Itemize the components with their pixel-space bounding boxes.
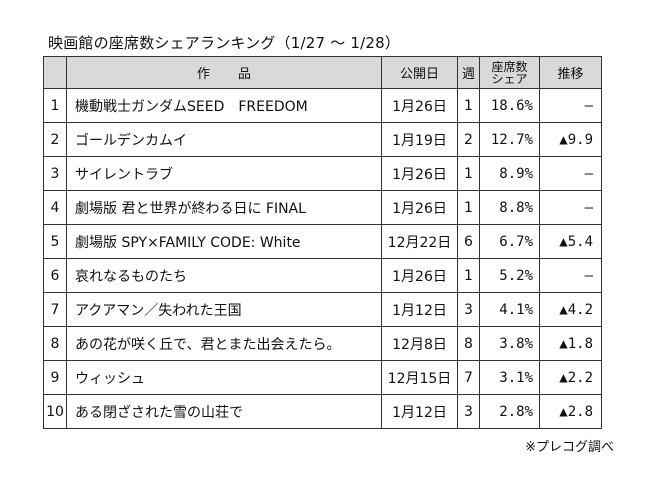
share-cell: 6.7% bbox=[479, 224, 540, 259]
trend-cell: ▲4.2 bbox=[539, 292, 602, 327]
weeks-cell: 1 bbox=[457, 156, 480, 191]
trend-cell: ▲9.9 bbox=[539, 122, 602, 157]
table-row: 5 劇場版 SPY×FAMILY CODE: White 12月22日 6 6.… bbox=[43, 224, 602, 259]
trend-cell: ▲2.2 bbox=[539, 360, 602, 395]
release-cell: 12月8日 bbox=[381, 326, 458, 361]
header-share-line1: 座席数 bbox=[491, 59, 528, 74]
trend-cell: ▲5.4 bbox=[539, 224, 602, 259]
table-row: 10 ある閉ざされた雪の山荘で 1月12日 3 2.8% ▲2.8 bbox=[43, 394, 602, 429]
title-cell: 哀れなるものたち bbox=[66, 258, 382, 293]
rank-cell: 1 bbox=[43, 88, 67, 123]
table-row: 2 ゴールデンカムイ 1月19日 2 12.7% ▲9.9 bbox=[43, 122, 602, 157]
release-cell: 1月26日 bbox=[381, 190, 458, 225]
header-rank bbox=[43, 56, 67, 89]
share-cell: 8.8% bbox=[479, 190, 540, 225]
title-cell: あの花が咲く丘で、君とまた出会えたら。 bbox=[66, 326, 382, 361]
ranking-table: 作品 公開日 週 座席数 シェア 推移 1 機動戦士ガンダムSEED FREED… bbox=[43, 56, 602, 429]
table-row: 3 サイレントラブ 1月26日 1 8.9% — bbox=[43, 156, 602, 191]
title-cell: アクアマン／失われた王国 bbox=[66, 292, 382, 327]
trend-cell: — bbox=[539, 190, 602, 225]
weeks-cell: 7 bbox=[457, 360, 480, 395]
title-cell: 劇場版 SPY×FAMILY CODE: White bbox=[66, 224, 382, 259]
trend-cell: — bbox=[539, 156, 602, 191]
share-cell: 12.7% bbox=[479, 122, 540, 157]
release-cell: 1月26日 bbox=[381, 88, 458, 123]
table-row: 1 機動戦士ガンダムSEED FREEDOM 1月26日 1 18.6% — bbox=[43, 88, 602, 123]
source-note: ※プレコグ調べ bbox=[525, 440, 614, 455]
rank-cell: 6 bbox=[43, 258, 67, 293]
header-trend: 推移 bbox=[539, 56, 602, 89]
release-cell: 1月12日 bbox=[381, 394, 458, 429]
weeks-cell: 6 bbox=[457, 224, 480, 259]
table-row: 9 ウィッシュ 12月15日 7 3.1% ▲2.2 bbox=[43, 360, 602, 395]
table-title: 映画館の座席数シェアランキング（1/27 ～ 1/28） bbox=[48, 34, 401, 52]
share-cell: 3.1% bbox=[479, 360, 540, 395]
release-cell: 12月22日 bbox=[381, 224, 458, 259]
trend-cell: — bbox=[539, 258, 602, 293]
rank-cell: 4 bbox=[43, 190, 67, 225]
trend-cell: — bbox=[539, 88, 602, 123]
trend-cell: ▲1.8 bbox=[539, 326, 602, 361]
rank-cell: 5 bbox=[43, 224, 67, 259]
share-cell: 18.6% bbox=[479, 88, 540, 123]
rank-cell: 2 bbox=[43, 122, 67, 157]
release-cell: 12月15日 bbox=[381, 360, 458, 395]
header-title: 作品 bbox=[66, 56, 382, 89]
header-release: 公開日 bbox=[381, 56, 458, 89]
weeks-cell: 3 bbox=[457, 394, 480, 429]
title-cell: ある閉ざされた雪の山荘で bbox=[66, 394, 382, 429]
rank-cell: 9 bbox=[43, 360, 67, 395]
release-cell: 1月26日 bbox=[381, 258, 458, 293]
share-cell: 5.2% bbox=[479, 258, 540, 293]
rank-cell: 7 bbox=[43, 292, 67, 327]
header-share-line2: シェア bbox=[491, 71, 528, 86]
title-cell: サイレントラブ bbox=[66, 156, 382, 191]
release-cell: 1月19日 bbox=[381, 122, 458, 157]
trend-cell: ▲2.8 bbox=[539, 394, 602, 429]
weeks-cell: 1 bbox=[457, 258, 480, 293]
header-share: 座席数 シェア bbox=[479, 56, 540, 89]
weeks-cell: 1 bbox=[457, 88, 480, 123]
share-cell: 8.9% bbox=[479, 156, 540, 191]
share-cell: 2.8% bbox=[479, 394, 540, 429]
table-row: 8 あの花が咲く丘で、君とまた出会えたら。 12月8日 8 3.8% ▲1.8 bbox=[43, 326, 602, 361]
table-row: 7 アクアマン／失われた王国 1月12日 3 4.1% ▲4.2 bbox=[43, 292, 602, 327]
title-cell: ウィッシュ bbox=[66, 360, 382, 395]
weeks-cell: 8 bbox=[457, 326, 480, 361]
table-row: 6 哀れなるものたち 1月26日 1 5.2% — bbox=[43, 258, 602, 293]
title-cell: 機動戦士ガンダムSEED FREEDOM bbox=[66, 88, 382, 123]
table-row: 4 劇場版 君と世界が終わる日に FINAL 1月26日 1 8.8% — bbox=[43, 190, 602, 225]
header-row: 作品 公開日 週 座席数 シェア 推移 bbox=[43, 56, 602, 89]
release-cell: 1月12日 bbox=[381, 292, 458, 327]
title-cell: ゴールデンカムイ bbox=[66, 122, 382, 157]
release-cell: 1月26日 bbox=[381, 156, 458, 191]
weeks-cell: 3 bbox=[457, 292, 480, 327]
share-cell: 4.1% bbox=[479, 292, 540, 327]
header-weeks: 週 bbox=[457, 56, 480, 89]
rank-cell: 8 bbox=[43, 326, 67, 361]
rank-cell: 10 bbox=[43, 394, 67, 429]
weeks-cell: 1 bbox=[457, 190, 480, 225]
rank-cell: 3 bbox=[43, 156, 67, 191]
weeks-cell: 2 bbox=[457, 122, 480, 157]
title-cell: 劇場版 君と世界が終わる日に FINAL bbox=[66, 190, 382, 225]
share-cell: 3.8% bbox=[479, 326, 540, 361]
